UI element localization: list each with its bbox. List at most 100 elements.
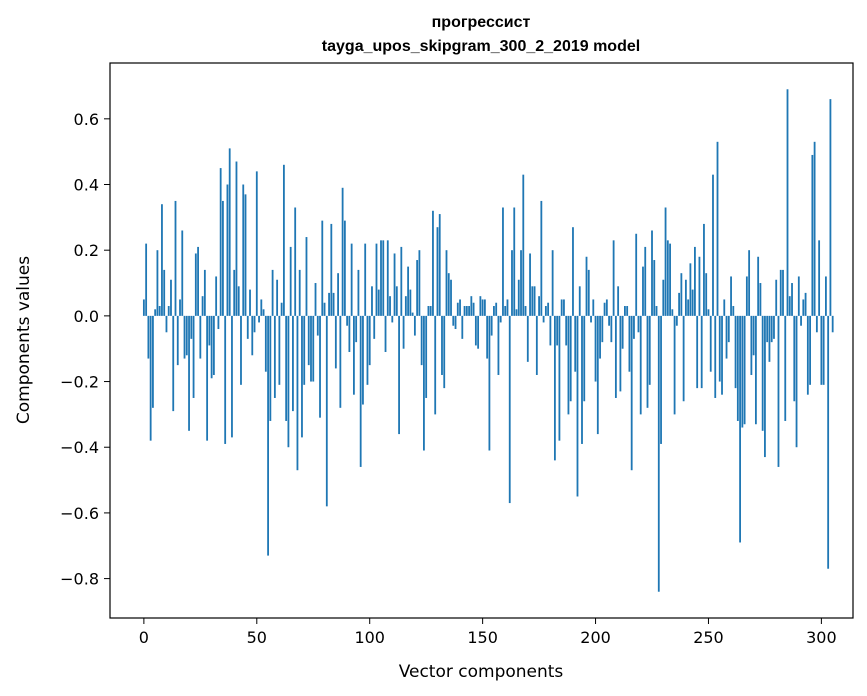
bar-55 <box>267 315 269 556</box>
bar-257 <box>723 299 726 316</box>
bar-304 <box>829 99 832 316</box>
bar-1 <box>145 243 148 316</box>
bar-107 <box>384 315 387 352</box>
bar-85 <box>334 315 337 369</box>
bar-302 <box>825 276 827 316</box>
bar-59 <box>276 279 279 316</box>
bar-231 <box>664 207 667 316</box>
bar-13 <box>172 315 175 412</box>
bar-238 <box>680 273 683 316</box>
bar-260 <box>730 276 732 316</box>
bar-11 <box>167 306 170 316</box>
bar-51 <box>258 315 260 323</box>
bar-127 <box>429 306 432 316</box>
y-tick-label: −0.8 <box>60 570 99 589</box>
bar-62 <box>282 164 285 316</box>
bar-183 <box>556 315 559 346</box>
y-tick-label: −0.4 <box>60 438 99 457</box>
bar-60 <box>278 315 281 385</box>
bar-198 <box>590 315 592 323</box>
bar-82 <box>328 292 330 316</box>
bar-294 <box>806 315 809 395</box>
bar-172 <box>531 286 534 316</box>
bar-41 <box>235 161 238 316</box>
bar-264 <box>739 315 741 543</box>
bar-247 <box>700 315 703 389</box>
bar-96 <box>359 315 362 467</box>
bar-199 <box>592 299 595 316</box>
bar-184 <box>558 315 561 441</box>
y-tick-label: 0.0 <box>74 307 99 326</box>
bar-86 <box>337 273 339 316</box>
x-tick-label: 0 <box>139 628 149 647</box>
bar-27 <box>203 269 206 316</box>
bar-207 <box>610 315 613 343</box>
bar-288 <box>793 315 796 402</box>
bar-110 <box>391 315 394 323</box>
bar-119 <box>411 312 414 316</box>
bar-6 <box>156 250 159 316</box>
bar-142 <box>463 306 466 316</box>
y-tick-label: 0.4 <box>74 176 99 195</box>
plot-frame <box>109 62 854 619</box>
bar-121 <box>416 260 419 316</box>
bar-291 <box>800 315 802 326</box>
bar-233 <box>669 243 671 316</box>
bar-34 <box>219 168 222 316</box>
bar-289 <box>795 315 798 448</box>
bar-245 <box>696 315 699 389</box>
bar-197 <box>587 269 590 316</box>
bar-223 <box>646 315 649 408</box>
bar-265 <box>741 315 744 428</box>
bar-273 <box>759 283 762 316</box>
bar-258 <box>725 315 728 359</box>
bar-48 <box>251 315 254 356</box>
bar-18 <box>183 315 186 359</box>
bar-76 <box>314 283 317 316</box>
bar-279 <box>773 315 775 339</box>
bar-243 <box>691 289 694 316</box>
bar-218 <box>635 233 638 316</box>
bar-40 <box>233 269 236 316</box>
bar-2 <box>147 315 150 359</box>
bar-235 <box>673 315 676 415</box>
bar-7 <box>158 306 161 316</box>
bar-79 <box>321 220 324 316</box>
bar-226 <box>653 260 656 316</box>
bar-171 <box>529 253 531 316</box>
bar-206 <box>608 315 610 326</box>
bar-16 <box>179 299 181 316</box>
bar-89 <box>343 220 346 316</box>
y-axis-ticks: 0.6 0.4 0.2 0.0 −0.2 −0.4 −0.6 −0.8 <box>60 110 110 589</box>
bar-232 <box>666 240 669 316</box>
bar-147 <box>474 315 477 346</box>
x-tick-label: 50 <box>247 628 267 647</box>
bar-54 <box>264 315 267 372</box>
bar-185 <box>560 299 563 316</box>
bar-195 <box>583 315 586 402</box>
bar-30 <box>210 315 213 379</box>
bar-305 <box>831 315 834 333</box>
bar-21 <box>190 315 193 339</box>
bar-5 <box>154 309 157 316</box>
bar-56 <box>269 315 272 421</box>
bar-140 <box>459 299 461 316</box>
bar-163 <box>511 250 513 316</box>
bar-53 <box>262 309 265 316</box>
bar-187 <box>565 315 568 346</box>
bar-269 <box>750 315 753 375</box>
bar-68 <box>296 315 299 471</box>
bar-280 <box>775 279 778 316</box>
bar-154 <box>490 315 493 336</box>
bar-281 <box>777 315 780 467</box>
bar-298 <box>815 315 818 333</box>
bar-120 <box>413 315 416 336</box>
bar-148 <box>477 315 480 349</box>
bar-230 <box>662 279 665 316</box>
bar-296 <box>811 154 814 316</box>
bar-151 <box>483 299 486 316</box>
bar-37 <box>226 184 229 316</box>
bar-92 <box>350 243 353 316</box>
chart-subtitle: tayga_upos_skipgram_300_2_2019 model <box>322 38 640 55</box>
